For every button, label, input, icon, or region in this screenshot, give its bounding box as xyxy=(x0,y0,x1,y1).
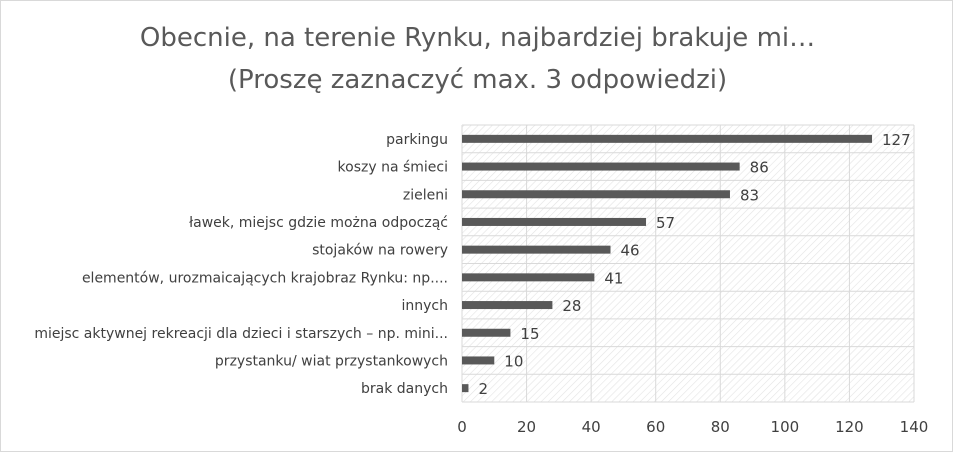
x-tick-label: 140 xyxy=(900,418,929,436)
data-label: 127 xyxy=(882,131,911,149)
gridlines xyxy=(461,124,915,403)
x-tick-label: 100 xyxy=(771,418,800,436)
x-tick-label: 40 xyxy=(582,418,601,436)
x-tick-label: 20 xyxy=(517,418,536,436)
category-label: parkingu xyxy=(386,132,448,148)
category-label: miejsc aktywnej rekreacji dla dzieci i s… xyxy=(34,326,448,342)
bar xyxy=(462,134,873,143)
category-label: przystanku/ wiat przystankowych xyxy=(215,353,448,369)
x-tick-label: 120 xyxy=(835,418,864,436)
data-label: 28 xyxy=(562,297,581,315)
chart-subtitle: (Proszę zaznaczyć max. 3 odpowiedzi) xyxy=(227,65,728,95)
bar xyxy=(462,328,511,337)
x-tick-label: 80 xyxy=(711,418,730,436)
data-label: 86 xyxy=(750,159,769,177)
bar xyxy=(462,273,595,282)
category-label: elementów, urozmaicających krajobraz Ryn… xyxy=(82,270,448,286)
data-label: 83 xyxy=(740,186,759,204)
category-label: ławek, miejsc gdzie można odpocząć xyxy=(189,215,448,231)
data-label: 46 xyxy=(621,242,640,260)
category-label: koszy na śmieci xyxy=(338,160,448,176)
bar xyxy=(462,301,553,310)
data-label: 57 xyxy=(656,214,675,232)
bar xyxy=(462,245,611,254)
bar xyxy=(462,162,740,171)
chart-title: Obecnie, na terenie Rynku, najbardziej b… xyxy=(139,23,816,53)
category-label: stojaków na rowery xyxy=(312,243,448,259)
data-label: 10 xyxy=(504,352,523,370)
x-tick-label: 0 xyxy=(457,418,467,436)
data-label: 41 xyxy=(604,269,623,287)
category-label: zieleni xyxy=(403,187,448,203)
bar xyxy=(462,190,730,199)
x-tick-label: 60 xyxy=(646,418,665,436)
data-labels: 127 86 83 57 46 41 28 15 10 2 xyxy=(478,131,910,398)
bar xyxy=(462,384,469,393)
data-label: 15 xyxy=(520,325,539,343)
category-labels: parkingu koszy na śmieci zieleni ławek, mie… xyxy=(34,132,448,397)
bar xyxy=(462,217,647,226)
x-axis-ticks: 0 20 40 60 80 100 120 140 xyxy=(457,418,928,436)
category-label: brak danych xyxy=(361,381,448,397)
category-label: innych xyxy=(402,298,449,314)
bars xyxy=(462,134,873,393)
data-label: 2 xyxy=(478,380,488,398)
bar xyxy=(462,356,495,365)
